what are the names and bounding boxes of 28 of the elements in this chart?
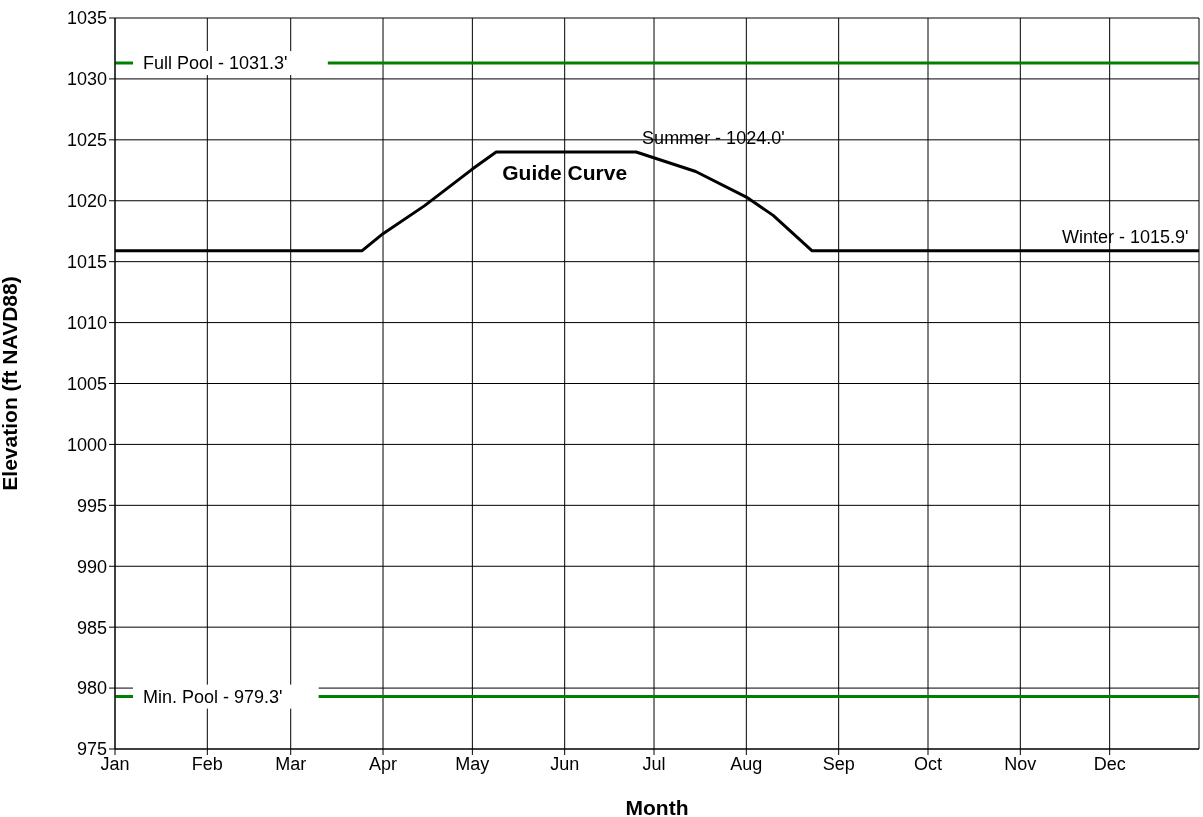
x-tick-label: Mar	[275, 753, 307, 774]
y-tick-label: 1015	[66, 252, 107, 273]
x-tick-label: Jun	[550, 753, 580, 774]
x-tick-label: Dec	[1093, 753, 1126, 774]
x-tick-label: Sep	[822, 753, 855, 774]
x-tick-label: Feb	[191, 753, 223, 774]
series-label: Guide Curve	[502, 161, 628, 185]
y-tick-label: 985	[76, 617, 107, 638]
ref-line-label: Full Pool - 1031.3'	[143, 53, 288, 74]
x-tick-label: Jul	[642, 753, 666, 774]
x-tick-label: Aug	[730, 753, 763, 774]
y-tick-label: 1000	[66, 434, 107, 455]
x-tick-label: Oct	[913, 753, 943, 774]
y-tick-label: 1010	[66, 312, 107, 333]
y-tick-label: 995	[76, 495, 107, 516]
y-tick-label: 1005	[66, 373, 107, 394]
x-tick-label: Nov	[1004, 753, 1037, 774]
ref-line-label: Min. Pool - 979.3'	[143, 686, 283, 707]
y-tick-label: 1035	[66, 8, 107, 29]
y-tick-label: 980	[76, 678, 107, 699]
y-axis-title: Elevation (ft NAVD88)	[0, 276, 22, 491]
y-tick-label: 1020	[66, 191, 107, 212]
y-tick-label: 1030	[66, 69, 107, 90]
x-tick-label: May	[455, 753, 490, 774]
y-tick-label: 990	[76, 556, 107, 577]
x-axis-title: Month	[625, 796, 689, 817]
y-tick-label: 1025	[66, 130, 107, 151]
x-tick-label: Apr	[369, 753, 398, 774]
